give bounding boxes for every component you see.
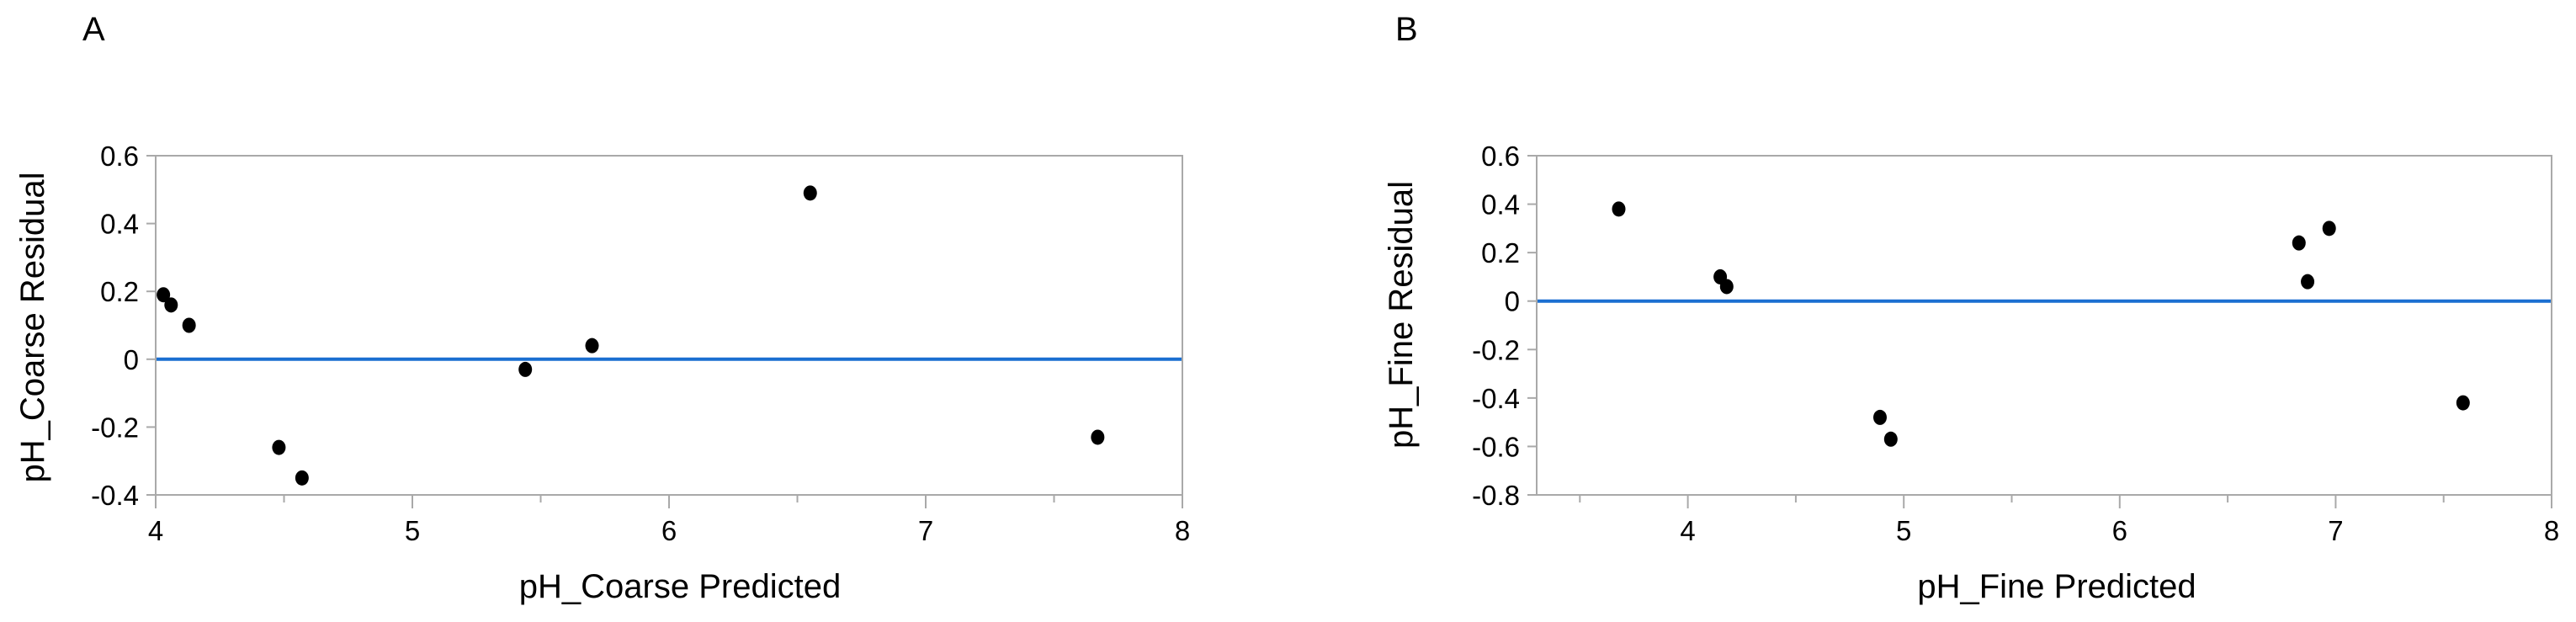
panel-b-data-point [1719,279,1734,295]
panel-b-plot-frame [1536,155,2552,496]
panel-a-y-tick-label: 0 [124,344,139,375]
panel-a-x-axis-title: pH_Coarse Predicted [519,568,841,605]
panel-b-y-tick-label: 0.4 [1481,189,1520,221]
panel-a-x-tick-label: 4 [148,515,163,546]
panel-a: A pH_Coarse Residual pH_Coarse Predicted… [14,11,1190,605]
panel-b-x-tick-label: 7 [2328,515,2343,546]
panel-b-data-point [1872,409,1887,425]
panel-a-x-tick-label: 6 [661,515,677,546]
panel-b-y-tick-label: -0.8 [1472,480,1520,511]
panel-b-data-point [1883,431,1898,447]
panel-b-y-tick-label: 0.6 [1481,141,1520,172]
panel-b-y-axis-title: pH_Fine Residual [1383,181,1420,449]
panel-b-y-tick-label: 0 [1505,286,1520,317]
panel-b-data-point [1612,201,1626,217]
panel-a-x-tick-label: 7 [918,515,933,546]
panel-b-data-point [2456,395,2470,411]
panel-b-data-point [2292,235,2306,251]
panel-b-label: B [1395,11,1418,48]
panel-a-y-tick-label: -0.4 [91,480,139,511]
panel-a-x-tick-label: 8 [1175,515,1190,546]
panel-a-y-tick-label: 0.2 [100,276,139,307]
panel-a-y-axis-title: pH_Coarse Residual [14,172,51,482]
panel-b: B pH_Fine Residual pH_Fine Predicted -0.… [1383,11,2559,605]
panel-a-y-tick-label: 0.4 [100,209,139,240]
panel-a-data-point [164,297,178,313]
panel-a-label: A [82,11,105,48]
panel-a-data-point [157,287,171,303]
panel-b-x-tick-label: 8 [2544,515,2559,546]
panel-a-data-point [272,439,286,455]
panel-a-data-point [295,470,309,486]
panel-a-data-point [182,317,196,333]
panel-b-data-point [2322,221,2336,237]
panel-a-data-point [585,338,599,354]
panel-b-y-tick-label: -0.4 [1472,383,1520,414]
panel-a-y-tick-label: 0.6 [100,141,139,172]
panel-a-plot-frame [155,155,1183,496]
panel-b-x-tick-label: 6 [2112,515,2127,546]
panel-b-x-tick-label: 4 [1680,515,1695,546]
panel-b-x-tick-label: 5 [1896,515,1911,546]
panel-b-data-point [2301,274,2315,290]
panel-a-data-point [803,185,817,201]
panel-a-x-tick-label: 5 [405,515,420,546]
panel-b-y-tick-label: 0.2 [1481,237,1520,268]
panel-a-data-point [1091,429,1105,445]
panel-a-data-point [518,361,533,377]
panel-a-y-tick-label: -0.2 [91,412,139,443]
panel-b-y-tick-label: -0.2 [1472,334,1520,365]
panel-b-x-axis-title: pH_Fine Predicted [1917,568,2196,605]
panel-b-y-tick-label: -0.6 [1472,431,1520,462]
